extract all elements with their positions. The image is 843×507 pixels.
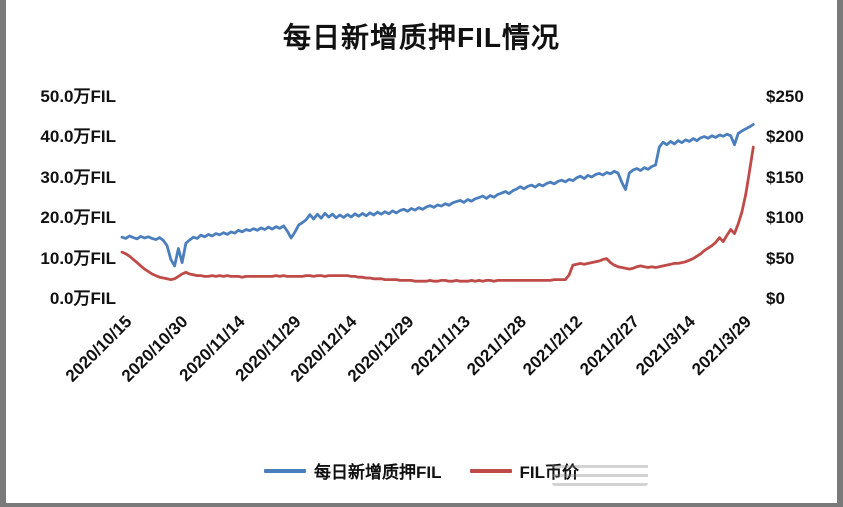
y-left-tick-label: 30.0万FIL (40, 167, 116, 187)
legend-label: FIL币价 (519, 463, 580, 482)
legend-line-icon (264, 468, 306, 473)
right-edge-border (837, 0, 843, 507)
y-right-tick-label: $0 (766, 289, 785, 308)
y-left-tick-label: 20.0万FIL (40, 208, 116, 228)
legend-label: 每日新增质押FIL (314, 463, 442, 482)
legend-item-fil-price: FIL币价 (469, 458, 580, 483)
chart-title: 每日新增质押FIL情况 (283, 22, 560, 53)
bottom-edge-border (0, 503, 843, 507)
y-right-tick-label: $250 (766, 87, 804, 106)
y-left-tick-label: 0.0万FIL (49, 289, 116, 308)
series-line-fil-price (120, 145, 755, 283)
chart-legend: 每日新增质押FIL FIL币价 (0, 458, 843, 483)
series-line-pledged-fil (120, 123, 755, 268)
left-edge-border (0, 0, 6, 507)
y-left-tick-label: 10.0万FIL (40, 248, 116, 268)
legend-item-pledged-fil: 每日新增质押FIL (264, 458, 442, 483)
y-left-tick-label: 50.0万FIL (40, 87, 116, 106)
y-right-tick-label: $200 (766, 127, 804, 147)
y-right-tick-label: $150 (766, 167, 804, 187)
y-left-tick-label: 40.0万FIL (40, 127, 116, 147)
legend-line-icon (469, 468, 512, 473)
y-right-tick-label: $50 (766, 248, 795, 268)
y-right-tick-label: $100 (766, 208, 804, 228)
